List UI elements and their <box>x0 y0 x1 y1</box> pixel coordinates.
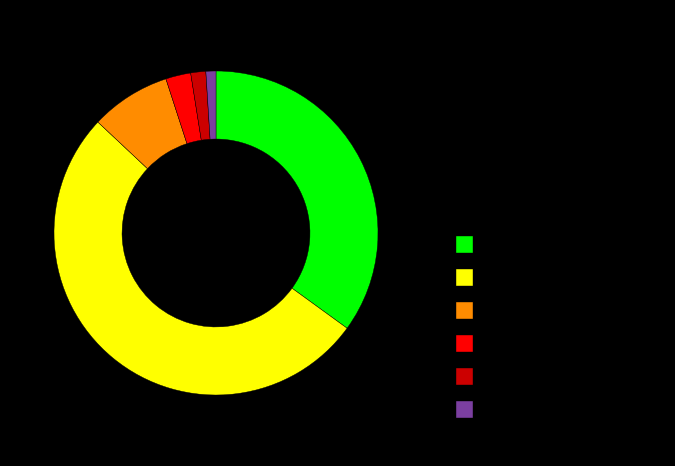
Wedge shape <box>206 71 216 139</box>
Wedge shape <box>216 71 378 328</box>
Wedge shape <box>98 79 187 169</box>
Wedge shape <box>190 71 210 140</box>
Wedge shape <box>166 73 201 144</box>
Wedge shape <box>54 122 347 395</box>
